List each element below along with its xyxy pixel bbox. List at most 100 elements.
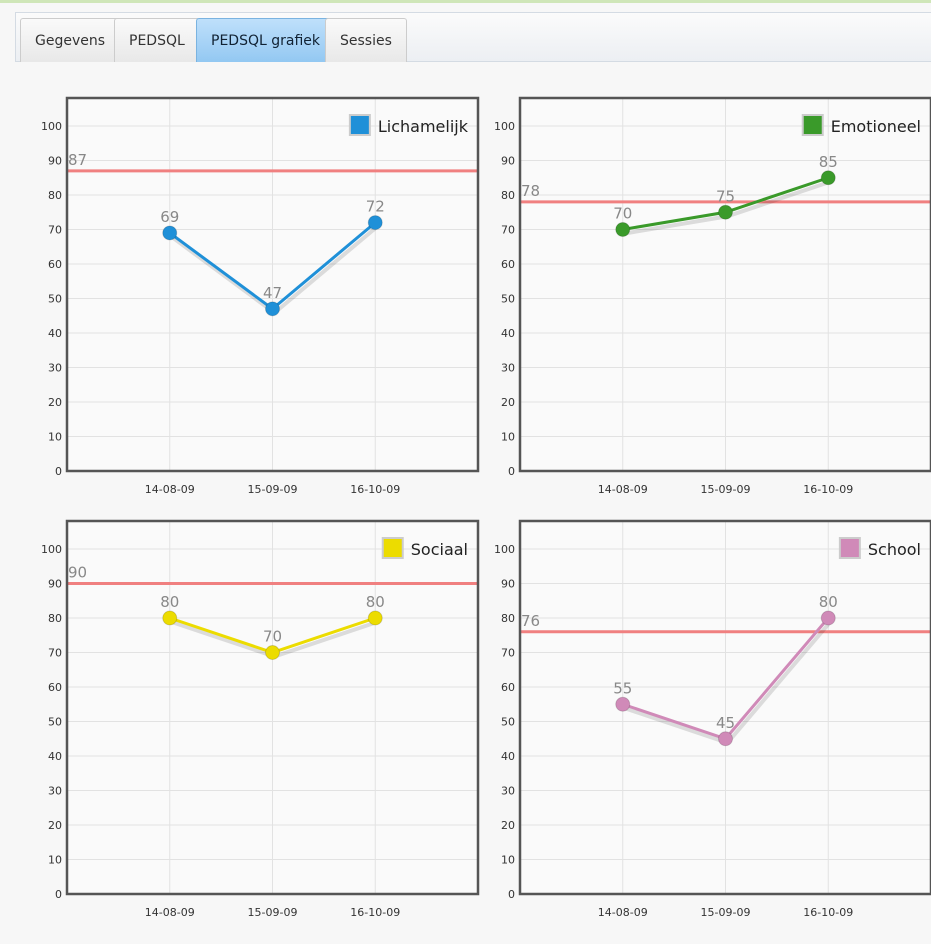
data-point xyxy=(265,301,280,317)
data-point xyxy=(820,610,836,626)
y-tick-label: 80 xyxy=(48,189,62,202)
data-point xyxy=(615,222,631,237)
y-tick-label: 60 xyxy=(48,258,62,271)
legend-label: Sociaal xyxy=(411,540,468,559)
y-tick-label: 90 xyxy=(501,155,515,168)
top-border xyxy=(0,0,931,3)
data-label: 72 xyxy=(366,198,385,216)
reference-label: 76 xyxy=(521,612,540,630)
data-point xyxy=(367,215,383,231)
x-tick-label: 14-08-09 xyxy=(145,483,195,496)
y-tick-label: 40 xyxy=(501,750,515,763)
y-tick-label: 100 xyxy=(41,120,62,133)
y-tick-label: 70 xyxy=(501,647,515,660)
plot-frame xyxy=(65,96,480,473)
legend-swatch xyxy=(381,537,404,559)
y-tick-label: 70 xyxy=(501,224,515,237)
data-point xyxy=(367,610,383,626)
x-tick-label: 14-08-09 xyxy=(598,483,648,496)
y-tick-label: 80 xyxy=(48,612,62,625)
y-tick-label: 0 xyxy=(508,465,515,478)
y-tick-label: 80 xyxy=(501,189,515,202)
y-tick-label: 20 xyxy=(501,819,515,832)
plot-frame xyxy=(518,519,931,896)
y-tick-label: 40 xyxy=(48,750,62,763)
data-label: 70 xyxy=(263,628,282,646)
tab[interactable]: Sessies xyxy=(325,18,407,62)
data-point xyxy=(820,170,836,186)
y-tick-label: 40 xyxy=(501,327,515,340)
y-tick-label: 10 xyxy=(48,854,62,867)
y-tick-label: 100 xyxy=(494,120,515,133)
x-tick-label: 14-08-09 xyxy=(598,906,648,919)
legend-label: Emotioneel xyxy=(831,117,921,136)
data-label: 80 xyxy=(819,593,838,611)
data-label: 75 xyxy=(716,187,735,205)
y-tick-label: 40 xyxy=(48,327,62,340)
x-tick-label: 15-09-09 xyxy=(248,906,298,919)
y-tick-label: 50 xyxy=(48,716,62,729)
x-tick-label: 16-10-09 xyxy=(803,906,853,919)
y-tick-label: 20 xyxy=(501,396,515,409)
y-tick-label: 20 xyxy=(48,396,62,409)
data-point xyxy=(265,645,280,660)
y-tick-label: 50 xyxy=(48,293,62,306)
y-tick-label: 0 xyxy=(508,888,515,901)
y-tick-label: 60 xyxy=(48,681,62,694)
y-tick-label: 0 xyxy=(55,888,62,901)
data-label: 85 xyxy=(819,153,838,171)
legend-label: Lichamelijk xyxy=(378,117,469,136)
y-tick-label: 30 xyxy=(501,785,515,798)
reference-label: 90 xyxy=(68,564,87,582)
y-tick-label: 0 xyxy=(55,465,62,478)
y-tick-label: 60 xyxy=(501,258,515,271)
legend-label: School xyxy=(868,540,921,559)
data-label: 80 xyxy=(160,593,179,611)
data-label: 45 xyxy=(716,714,735,732)
plot-frame xyxy=(518,96,931,473)
y-tick-label: 70 xyxy=(48,224,62,237)
y-tick-label: 30 xyxy=(501,362,515,375)
x-tick-label: 16-10-09 xyxy=(803,483,853,496)
tab-bar: Gegevens PEDSQL PEDSQL grafiek Sessies xyxy=(15,12,931,62)
y-tick-label: 90 xyxy=(48,578,62,591)
legend-swatch xyxy=(801,114,824,136)
y-tick-label: 10 xyxy=(48,431,62,444)
y-tick-label: 70 xyxy=(48,647,62,660)
y-tick-label: 30 xyxy=(48,785,62,798)
y-tick-label: 90 xyxy=(48,155,62,168)
data-point xyxy=(718,731,733,747)
x-tick-label: 16-10-09 xyxy=(350,483,400,496)
y-tick-label: 30 xyxy=(48,362,62,375)
data-label: 55 xyxy=(613,679,632,697)
y-tick-label: 80 xyxy=(501,612,515,625)
y-tick-label: 10 xyxy=(501,431,515,444)
y-tick-label: 60 xyxy=(501,681,515,694)
data-point xyxy=(162,225,178,241)
y-tick-label: 10 xyxy=(501,854,515,867)
y-tick-label: 100 xyxy=(41,543,62,556)
reference-label: 87 xyxy=(68,151,87,169)
y-tick-label: 100 xyxy=(494,543,515,556)
data-label: 47 xyxy=(263,284,282,302)
legend-swatch xyxy=(348,114,371,136)
legend-swatch xyxy=(838,537,861,559)
data-point xyxy=(162,610,178,626)
y-tick-label: 50 xyxy=(501,716,515,729)
plot-frame xyxy=(65,519,480,896)
x-tick-label: 15-09-09 xyxy=(248,483,298,496)
x-tick-label: 14-08-09 xyxy=(145,906,195,919)
y-tick-label: 90 xyxy=(501,578,515,591)
tab[interactable]: Gegevens xyxy=(20,18,121,62)
data-label: 69 xyxy=(160,208,179,226)
y-tick-label: 50 xyxy=(501,293,515,306)
x-tick-label: 15-09-09 xyxy=(701,483,751,496)
data-point xyxy=(615,696,631,712)
reference-label: 78 xyxy=(521,182,540,200)
data-label: 80 xyxy=(366,593,385,611)
tab[interactable]: PEDSQL grafiek xyxy=(196,18,335,62)
y-tick-label: 20 xyxy=(48,819,62,832)
x-tick-label: 16-10-09 xyxy=(350,906,400,919)
